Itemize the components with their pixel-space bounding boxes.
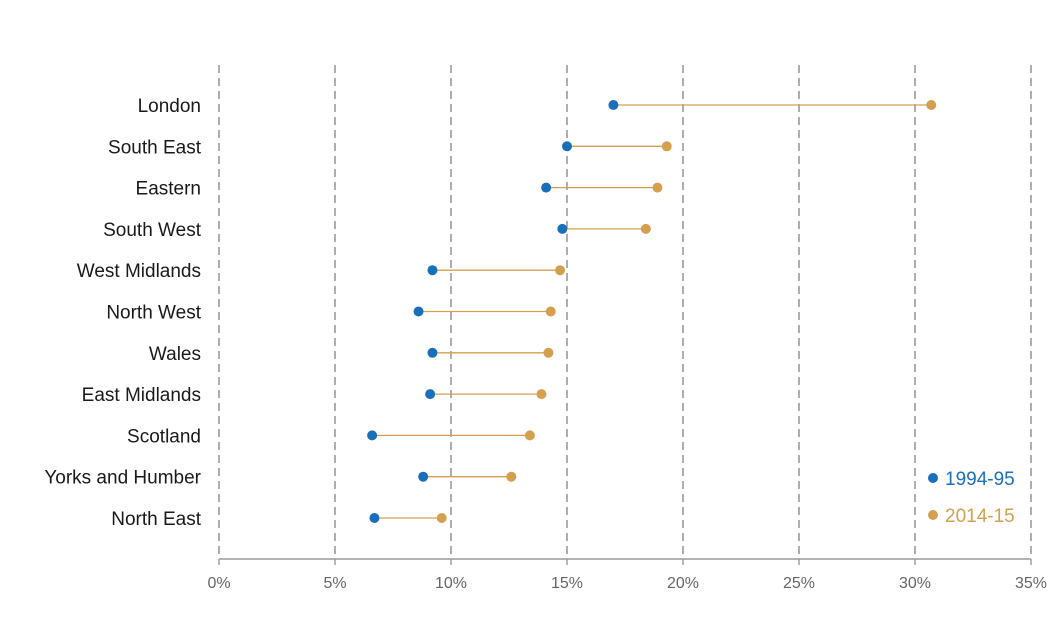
category-label-10: North East [111, 509, 201, 530]
point-1994-95-9 [418, 471, 429, 482]
point-1994-95-2 [541, 182, 552, 193]
legend-label-1: 2014-15 [945, 506, 1015, 527]
point-2014-15-5 [545, 306, 556, 317]
category-label-7: East Midlands [82, 385, 201, 406]
grid-lines [218, 65, 1032, 559]
point-1994-95-8 [367, 430, 378, 441]
point-2014-15-3 [640, 223, 651, 234]
category-labels: London South East Eastern South West West Mi… [44, 96, 201, 530]
category-label-0: London [138, 96, 201, 117]
x-tick-label-3: 15% [551, 575, 583, 592]
x-tick-label-6: 30% [899, 575, 931, 592]
point-2014-15-6 [543, 347, 554, 358]
legend-label-0: 1994-95 [945, 469, 1015, 490]
point-1994-95-10 [369, 513, 380, 523]
x-tick-label-0: 0% [207, 575, 230, 592]
point-2014-15-0 [926, 100, 937, 110]
point-1994-95-1 [562, 141, 572, 152]
point-2014-15-1 [661, 141, 672, 152]
category-label-5: North West [106, 303, 201, 324]
x-tick-label-5: 25% [783, 575, 815, 592]
category-label-3: South West [103, 220, 202, 241]
x-tick-label-7: 35% [1015, 575, 1047, 592]
point-1994-95-7 [425, 389, 436, 400]
category-label-4: West Midlands [77, 261, 201, 282]
x-tick-label-1: 5% [323, 575, 346, 592]
point-2014-15-2 [652, 182, 663, 193]
category-label-1: South East [108, 137, 202, 158]
point-2014-15-10 [436, 513, 447, 523]
point-1994-95-5 [413, 306, 424, 317]
point-1994-95-4 [427, 265, 438, 276]
category-label-9: Yorks and Humber [44, 468, 201, 489]
legend-marker-0 [928, 473, 938, 483]
point-2014-15-4 [555, 265, 566, 276]
x-tick-label-4: 20% [667, 575, 699, 592]
category-label-6: Wales [149, 344, 201, 365]
legend-marker-1 [928, 510, 938, 520]
x-tick-label-2: 10% [435, 575, 467, 592]
point-1994-95-0 [608, 100, 619, 110]
data-marks [367, 100, 937, 523]
point-2014-15-8 [524, 430, 535, 441]
point-2014-15-9 [506, 471, 517, 482]
point-2014-15-7 [536, 389, 547, 400]
x-tick-labels: 0% 5% 10% 15% 20% 25% 30% 35% [207, 559, 1047, 592]
category-label-2: Eastern [136, 179, 201, 200]
point-1994-95-3 [557, 223, 568, 234]
legend: 1994-95 2014-15 [928, 469, 1015, 527]
category-label-8: Scotland [127, 426, 201, 447]
point-1994-95-6 [427, 347, 438, 358]
